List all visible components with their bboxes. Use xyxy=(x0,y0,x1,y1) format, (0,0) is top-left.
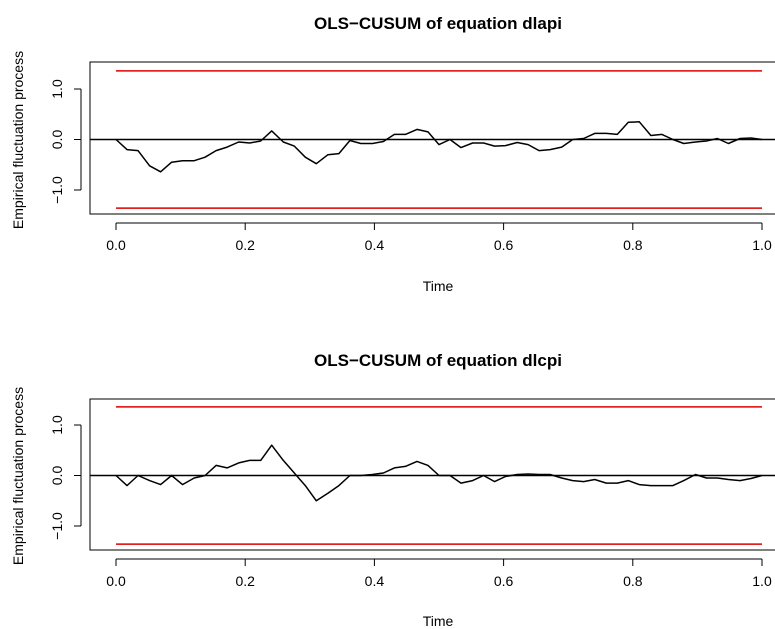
y-tick-label: 1.0 xyxy=(49,79,65,99)
y-axis-label-1: Empirical fluctuation process xyxy=(10,51,26,229)
y-axis-label-2: Empirical fluctuation process xyxy=(10,387,26,565)
chart-title-1: OLS−CUSUM of equation dlapi xyxy=(314,14,562,33)
x-tick-label: 0.2 xyxy=(235,573,255,589)
plot-marks-2: 0.0 0.2 0.4 0.6 0.8 1.0 −1.0 0.0 1.0 xyxy=(49,406,775,589)
x-tick-label: 0.8 xyxy=(623,573,643,589)
y-tick-label: 0.0 xyxy=(49,130,65,150)
chart-title-2: OLS−CUSUM of equation dlcpi xyxy=(314,351,562,370)
x-tick-label: 0.0 xyxy=(106,573,126,589)
y-tick-label: −1.0 xyxy=(49,512,65,540)
y-tick-label: −1.0 xyxy=(49,176,65,204)
plot-marks-1: 0.0 0.2 0.4 0.6 0.8 1.0 −1.0 0.0 1.0 xyxy=(49,70,775,253)
plot-frame-1 xyxy=(89,61,775,215)
x-tick-label: 0.6 xyxy=(494,573,514,589)
x-tick-label: 0.2 xyxy=(235,237,255,253)
chart-panel-1: OLS−CUSUM of equation dlapi Time Empiric… xyxy=(10,14,775,294)
y-tick-label: 1.0 xyxy=(49,415,65,435)
plot-frame-2 xyxy=(89,398,775,551)
x-tick-label: 1.0 xyxy=(752,237,772,253)
series-line-1 xyxy=(115,444,763,502)
x-tick-label: 0.4 xyxy=(365,573,385,589)
x-tick-label: 0.8 xyxy=(623,237,643,253)
x-tick-label: 0.4 xyxy=(365,237,385,253)
x-axis-label-1: Time xyxy=(423,278,454,294)
x-tick-label: 0.6 xyxy=(494,237,514,253)
y-tick-label: 0.0 xyxy=(49,466,65,486)
x-tick-label: 1.0 xyxy=(752,573,772,589)
series-line-1 xyxy=(115,121,763,173)
chart-panel-2: OLS−CUSUM of equation dlcpi Time Empiric… xyxy=(10,351,775,629)
x-tick-label: 0.0 xyxy=(106,237,126,253)
x-axis-label-2: Time xyxy=(423,613,454,629)
